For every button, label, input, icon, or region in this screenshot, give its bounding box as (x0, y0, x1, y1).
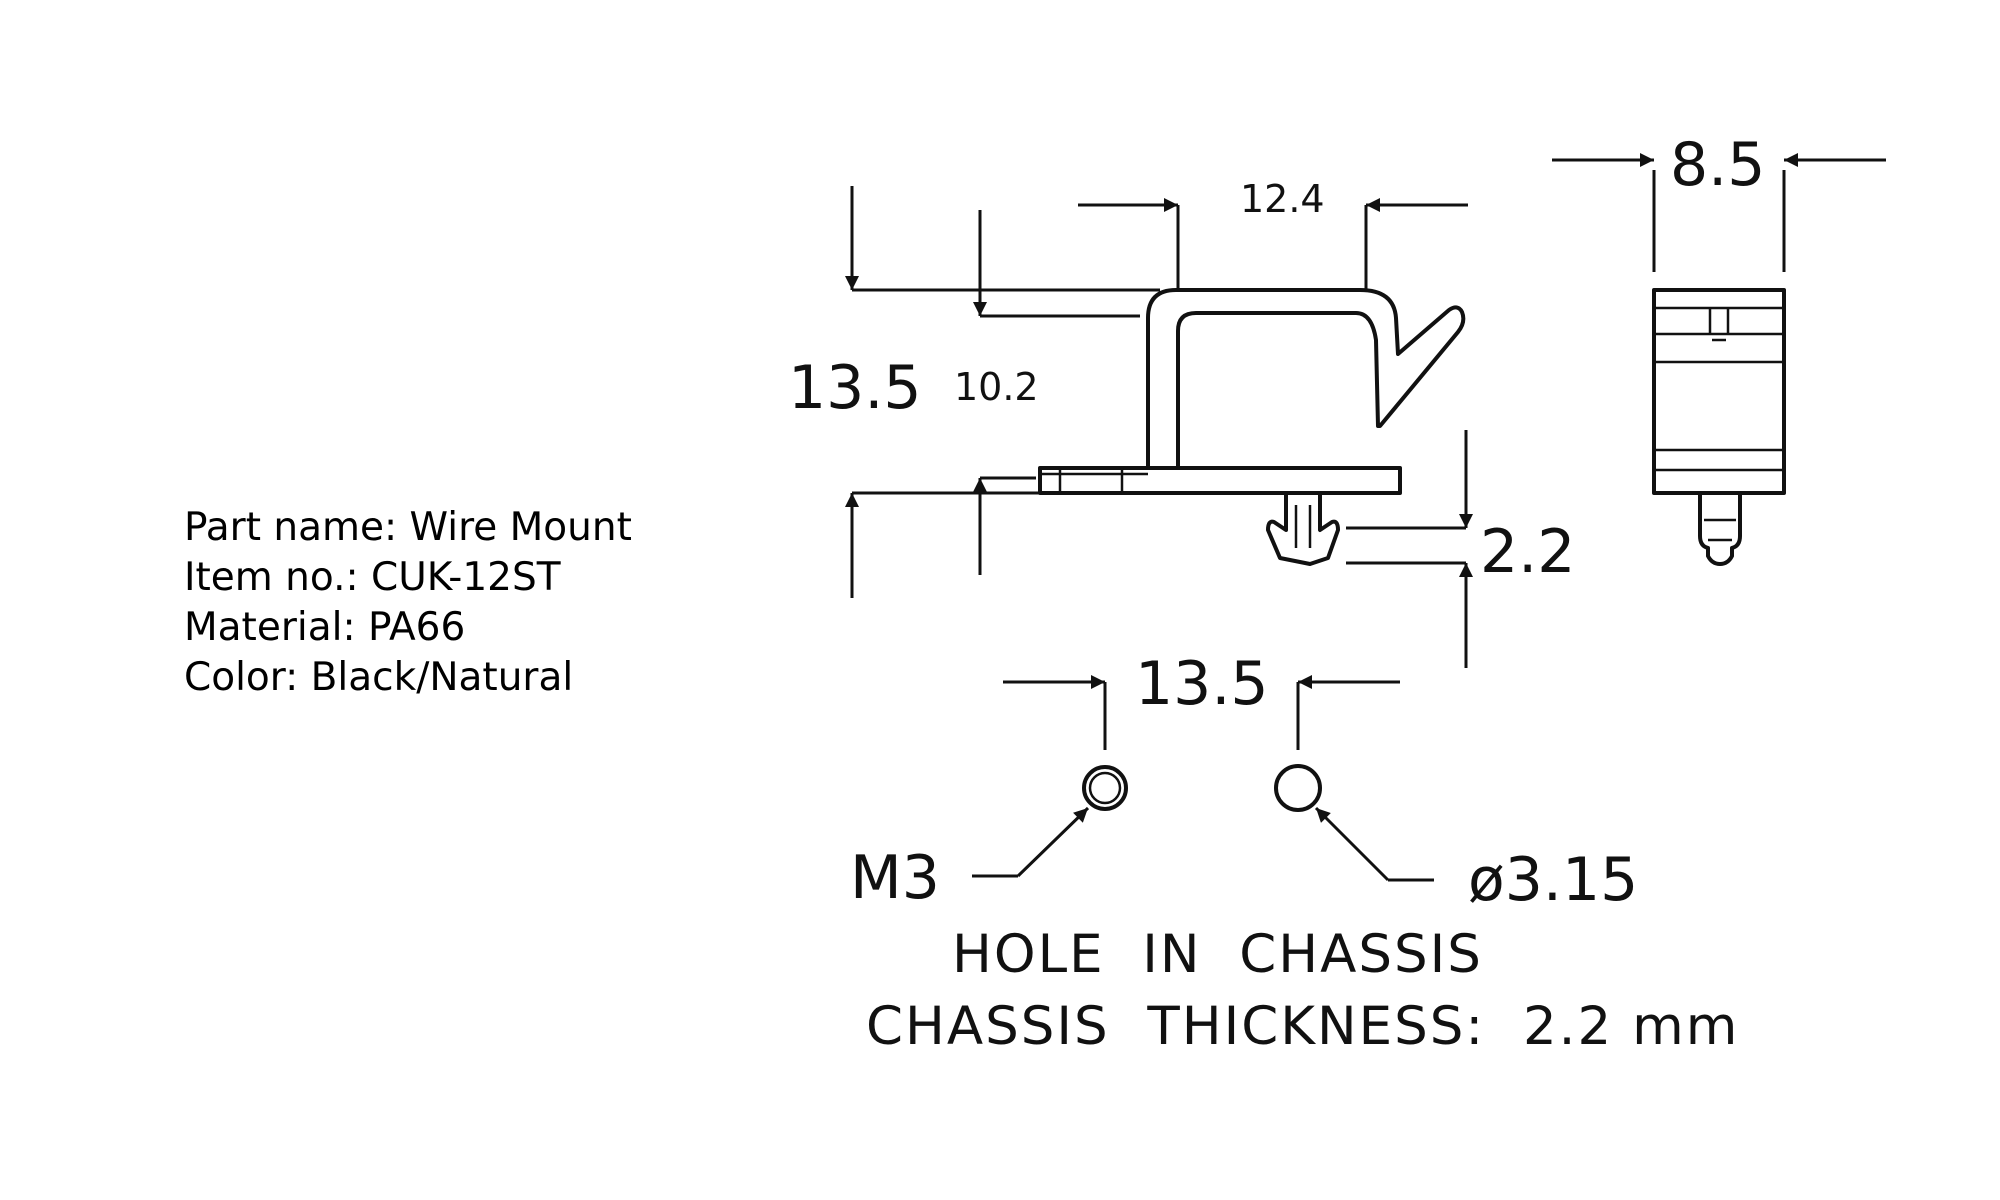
diameter-hole-icon (1274, 764, 1322, 812)
front-dimensions: 12.4 13.5 10.2 2.2 (788, 177, 1575, 668)
dim-hole-label: 13.5 (1135, 649, 1269, 719)
m3-label: M3 (850, 843, 940, 913)
dim-2-2-label: 2.2 (1480, 517, 1575, 587)
spec-color: Color: Black/Natural (184, 655, 574, 700)
note-chassis-thickness: CHASSIS THICKNESS: 2.2 mm (866, 996, 1739, 1057)
m3-leader (1016, 806, 1090, 878)
dim-12-4-label: 12.4 (1240, 177, 1325, 221)
clip-outline (1146, 288, 1466, 468)
m3-hole-icon (1082, 765, 1128, 811)
base-plate (1038, 466, 1402, 495)
dim-13-5-label: 13.5 (788, 353, 922, 423)
side-body (1652, 288, 1786, 495)
spec-material: Material: PA66 (184, 605, 466, 650)
dia-leader (1314, 806, 1390, 882)
front-view (1038, 288, 1466, 566)
note-hole-in-chassis: HOLE IN CHASSIS (952, 924, 1483, 985)
m3-hole-inner (1088, 771, 1122, 805)
dim-10-2-label: 10.2 (954, 365, 1039, 409)
spec-item-number: Item no.: CUK-12ST (184, 555, 561, 600)
side-view: 8.5 (1552, 130, 1886, 566)
diameter-label: ø3.15 (1468, 845, 1638, 915)
spec-block: Part name: Wire Mount Item no.: CUK-12ST… (184, 503, 632, 703)
dim-8-5-label: 8.5 (1670, 130, 1765, 200)
side-pin (1698, 493, 1742, 566)
hole-pattern: 13.5 M3 ø3.15 HOLE IN CHASSIS CHASSIS TH… (850, 649, 1739, 1057)
push-pin (1266, 493, 1340, 566)
spec-part-name: Part name: Wire Mount (184, 505, 632, 550)
